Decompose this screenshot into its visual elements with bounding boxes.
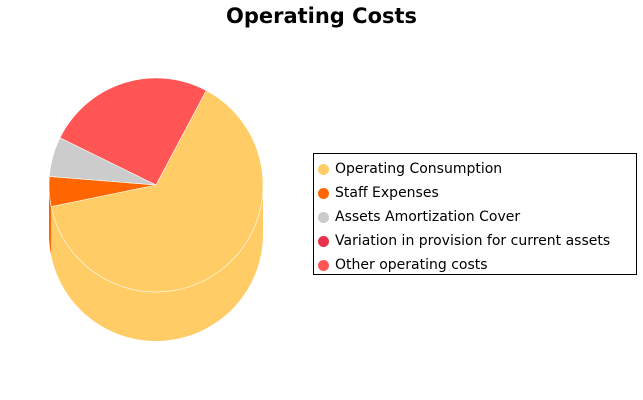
chart-title: Operating Costs: [225, 4, 418, 28]
pie-top: [48, 77, 264, 293]
legend-item: Assets Amortization Cover: [318, 205, 636, 229]
legend-swatch: [318, 187, 329, 199]
legend-swatch: [318, 163, 329, 175]
legend-item: Variation in provision for current asset…: [318, 229, 636, 253]
legend-item: Staff Expenses: [318, 181, 636, 205]
pie-slice: [50, 90, 264, 293]
pie-slice: [59, 77, 207, 186]
legend-label: Variation in provision for current asset…: [335, 233, 611, 249]
pie-slice-side: [49, 185, 52, 256]
legend-label: Staff Expenses: [335, 185, 439, 201]
legend-label: Other operating costs: [335, 257, 488, 273]
pie-slice-side: [51, 185, 263, 342]
legend-swatch: [318, 259, 329, 271]
legend-item: Operating Consumption: [318, 157, 636, 181]
legend-item: Other operating costs: [318, 253, 636, 277]
legend-swatch: [318, 211, 329, 223]
legend-label: Operating Consumption: [335, 161, 503, 177]
legend-label: Assets Amortization Cover: [335, 209, 521, 225]
pie-sides: [49, 185, 263, 342]
legend-swatch: [318, 235, 329, 247]
legend: Operating Consumption Staff Expenses Ass…: [313, 153, 637, 275]
